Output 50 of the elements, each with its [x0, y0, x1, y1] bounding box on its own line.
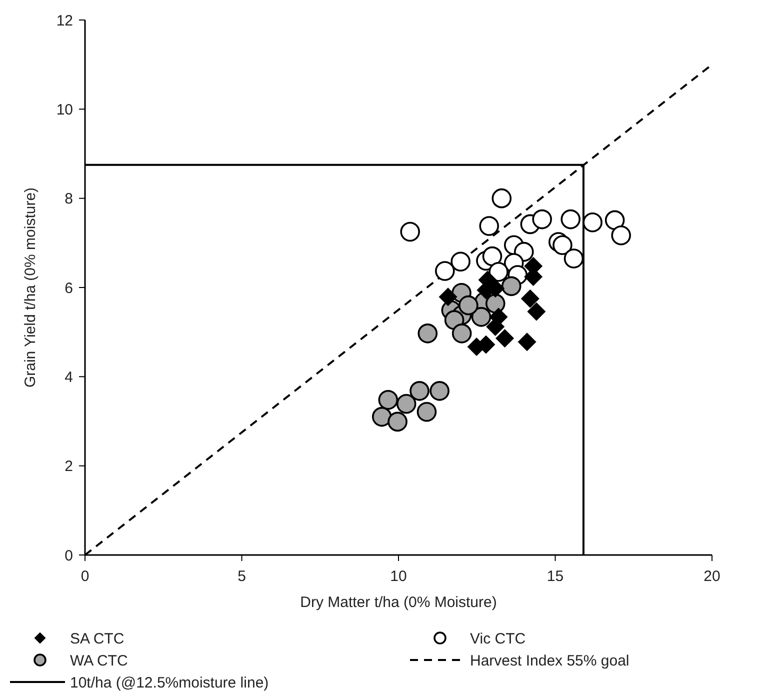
point: [501, 276, 522, 296]
point: [438, 288, 458, 306]
point: [372, 406, 392, 427]
x-tick-label: 15: [546, 568, 564, 585]
y-axis-title: Grain Yield t/ha (0% moisture): [22, 187, 39, 388]
y-tick-label: 6: [64, 280, 73, 297]
point: [492, 188, 512, 208]
point: [532, 209, 552, 230]
point: [378, 390, 398, 410]
legend-label: WA CTC: [70, 652, 128, 670]
point: [430, 381, 450, 401]
y-tick-label: 4: [64, 368, 73, 386]
point: [482, 246, 502, 266]
point: [410, 381, 430, 401]
point: [496, 329, 514, 348]
y-tick-label: 12: [56, 12, 73, 30]
point: [418, 324, 438, 344]
legend-label: SA CTC: [70, 630, 124, 648]
point: [611, 225, 631, 246]
point: [560, 209, 581, 230]
y-tick-label: 0: [64, 547, 73, 564]
point: [488, 262, 508, 282]
x-tick-label: 0: [80, 568, 90, 585]
point: [452, 324, 472, 344]
point: [435, 261, 455, 281]
point: [520, 289, 540, 308]
point: [582, 212, 602, 232]
point: [527, 302, 546, 321]
point: [416, 402, 437, 422]
x-axis-title: Dry Matter t/ha (0% Moisture): [300, 594, 497, 611]
point: [604, 210, 625, 230]
legend-label: 10t/ha (@12.5%moisture line): [70, 674, 269, 692]
x-tick-label: 20: [704, 568, 720, 585]
x-tick-label: 5: [238, 568, 246, 585]
legend-label: Vic CTC: [470, 630, 526, 648]
point: [564, 248, 584, 268]
point: [518, 332, 536, 352]
point: [400, 222, 420, 242]
point: [479, 216, 499, 236]
y-tick-label: 10: [56, 101, 73, 118]
legend-label: Harvest Index 55% goal: [470, 652, 630, 670]
point: [388, 412, 408, 432]
point: [396, 394, 416, 414]
y-tick-label: 8: [64, 190, 73, 208]
point: [552, 235, 572, 256]
y-tick-label: 2: [64, 458, 73, 476]
point: [458, 295, 478, 316]
x-tick-label: 10: [390, 568, 407, 585]
point: [450, 252, 470, 272]
point: [471, 307, 492, 327]
